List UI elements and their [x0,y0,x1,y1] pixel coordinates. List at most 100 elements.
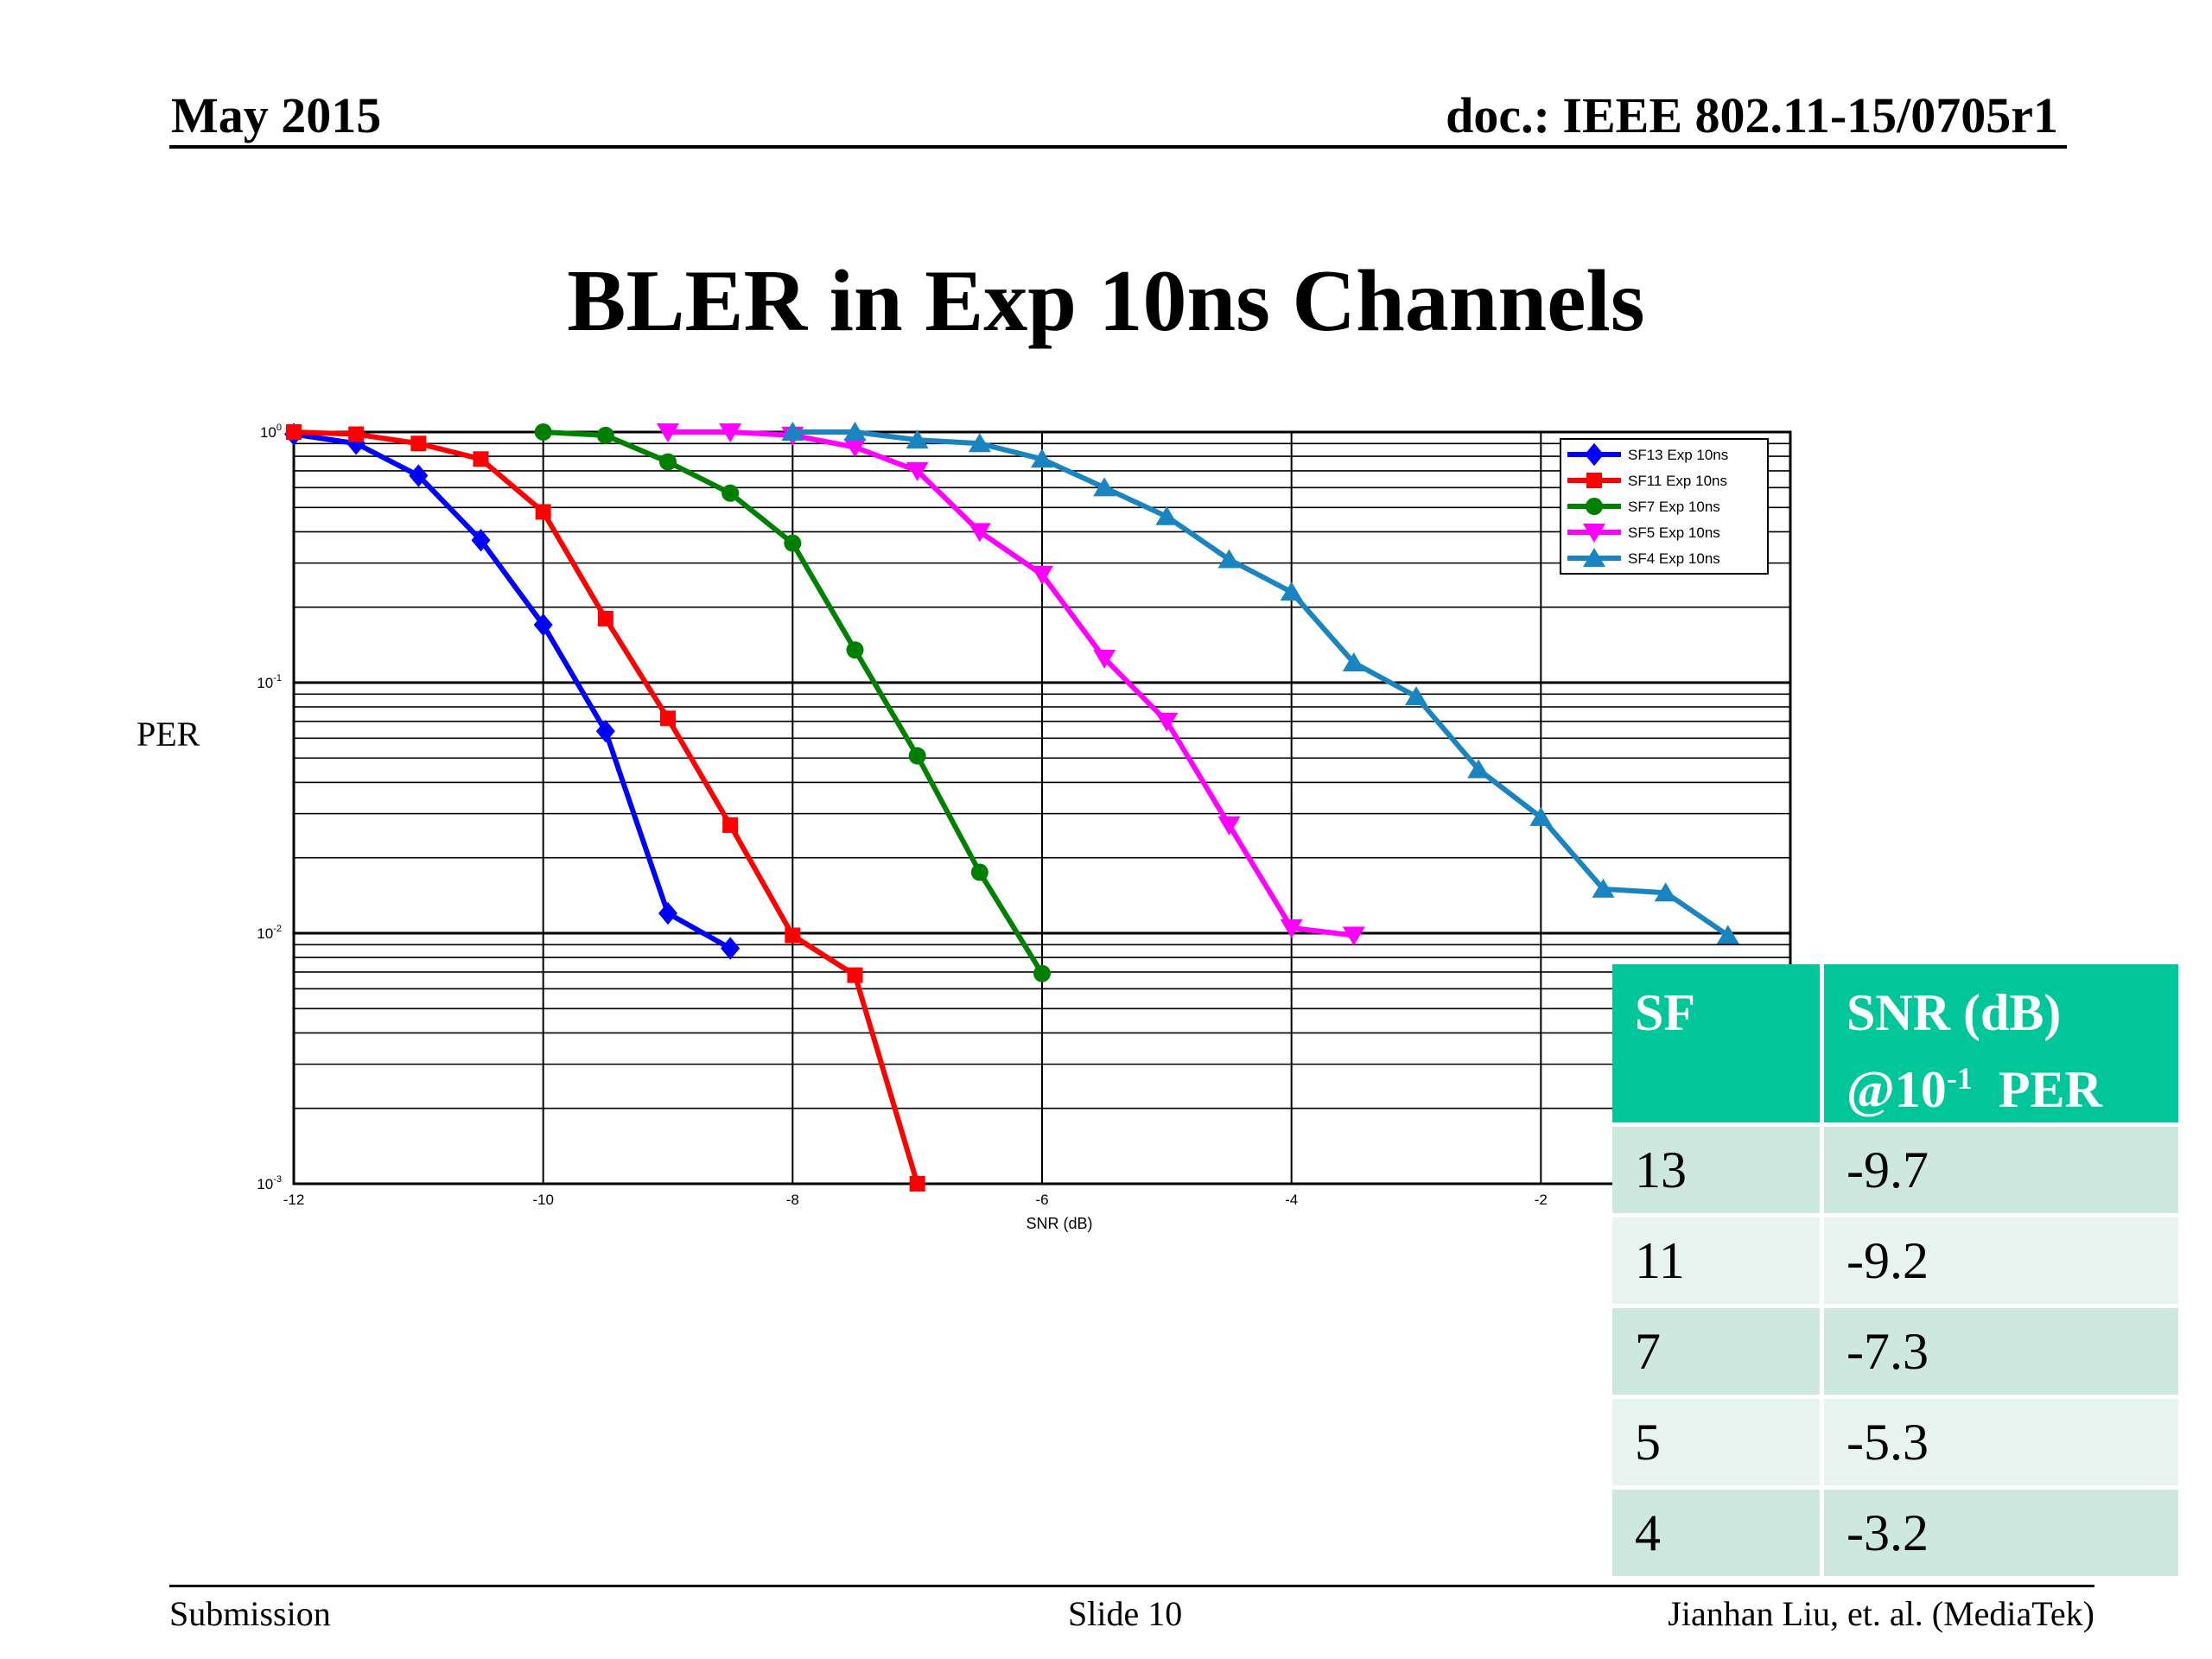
data-point [781,422,804,441]
data-point [1031,565,1053,585]
y-tick-label: 10-3 [257,1174,282,1192]
table-cell-snr: -5.3 [1824,1399,2183,1490]
legend-label: SF13 Exp 10ns [1628,447,1728,463]
x-tick-label: -2 [1535,1192,1548,1208]
legend-label: SF7 Exp 10ns [1628,499,1720,515]
data-point [658,901,677,925]
table-row: 7 -7.3 [1612,1308,2183,1399]
data-point [410,435,427,452]
legend-swatch-marker [1586,473,1602,488]
series-line [792,429,1730,938]
data-point [847,967,863,983]
data-point [1031,448,1053,468]
data-point [659,453,677,471]
data-point [471,529,491,552]
table-cell-snr: -3.2 [1824,1490,2183,1580]
data-point [1155,505,1179,525]
data-point [722,817,739,833]
data-point [534,423,552,441]
legend: SF13 Exp 10ns SF11 Exp 10ns SF7 Exp 10ns SF… [1560,438,1769,575]
data-point [843,422,867,441]
data-point [596,426,614,444]
legend-label: SF4 Exp 10ns [1628,550,1720,567]
slide-title: BLER in Exp 10ns Channels [567,252,1645,350]
data-point [843,438,867,458]
table-header-snr-at: @10 [1847,1061,1947,1118]
legend-swatch-marker [1585,442,1604,467]
footer-rule [169,1585,2094,1587]
data-point [473,451,489,467]
data-point [657,423,679,442]
y-tick-label: 10-2 [257,924,282,942]
data-point [721,937,741,960]
table-row: 5 -5.3 [1612,1399,2183,1490]
table-row: 4 -3.2 [1612,1490,2183,1580]
plot-frame [292,430,1792,1185]
data-point [846,641,864,659]
data-point [533,613,553,637]
table-cell-sf: 13 [1612,1127,1824,1217]
table-cell-snr: -9.7 [1824,1127,2183,1217]
data-point [1093,477,1116,497]
series-line [668,429,1355,938]
footer-slide-number: Slide 10 [1068,1594,1183,1633]
data-point [1033,964,1051,982]
x-axis-label: SNR (dB) [1026,1215,1092,1232]
data-point [1280,918,1303,938]
series-2 [534,423,1051,982]
series-line [293,431,732,951]
data-point [909,1176,925,1192]
data-point [1405,686,1427,706]
data-point [908,747,926,765]
y-tick-label: 100 [260,423,282,441]
data-point [1155,712,1179,732]
header-doc-id: doc.: IEEE 802.11-15/0705r1 [1446,87,2058,143]
legend-swatch-marker [1583,548,1605,567]
table-cell-snr: -7.3 [1824,1308,2183,1399]
legend-label: SF5 Exp 10ns [1628,524,1720,541]
data-point [660,710,676,727]
data-point [1529,806,1553,826]
data-point [721,484,740,502]
snr-table: SF SNR (dB) @10-1 PER 13 -9.7 11 -9.2 7 … [1612,964,2183,1580]
table-header-sf: SF [1612,964,1824,1127]
data-point [784,534,802,552]
data-point [1716,925,1739,944]
data-point [1654,882,1677,902]
data-point [1342,926,1365,946]
footer-author: Jianhan Liu, et. al. (MediaTek) [1668,1594,2094,1633]
footer-submission: Submission [169,1594,331,1633]
legend-label: SF11 Exp 10ns [1628,473,1727,489]
y-tick-label: 10-1 [257,673,282,691]
legend-swatch-marker [1586,498,1603,515]
x-tick-label: -12 [283,1192,305,1208]
legend-swatch-marker [1583,524,1605,543]
data-point [1093,649,1116,669]
data-point [968,523,991,543]
table-cell-sf: 11 [1612,1217,1824,1308]
data-point [1217,816,1241,836]
table-header-snr-line2: @10-1 PER [1847,1046,2178,1122]
table-header-snr-exp: -1 [1946,1061,1973,1096]
data-point [597,610,613,626]
table-cell-sf: 4 [1612,1490,1824,1580]
x-tick-label: -8 [786,1192,799,1208]
data-point [1342,652,1365,672]
table-row: 13 -9.7 [1612,1127,2183,1217]
data-point [970,863,988,881]
x-tick-label: -6 [1035,1192,1048,1208]
table-row: 11 -9.2 [1612,1217,2183,1308]
table-cell-snr: -9.2 [1824,1217,2183,1308]
data-point [535,504,551,520]
table-header-snr-line1: SNR (dB) [1847,984,2062,1041]
table-cell-sf: 7 [1612,1308,1824,1399]
header-rule [169,145,2067,149]
header-date: May 2015 [171,87,382,143]
y-axis-label: PER [137,715,200,753]
table-header-snr-per: PER [1998,1061,2102,1118]
data-point [1217,549,1241,569]
data-point [409,464,429,487]
data-point [348,426,365,442]
data-point [906,461,929,481]
